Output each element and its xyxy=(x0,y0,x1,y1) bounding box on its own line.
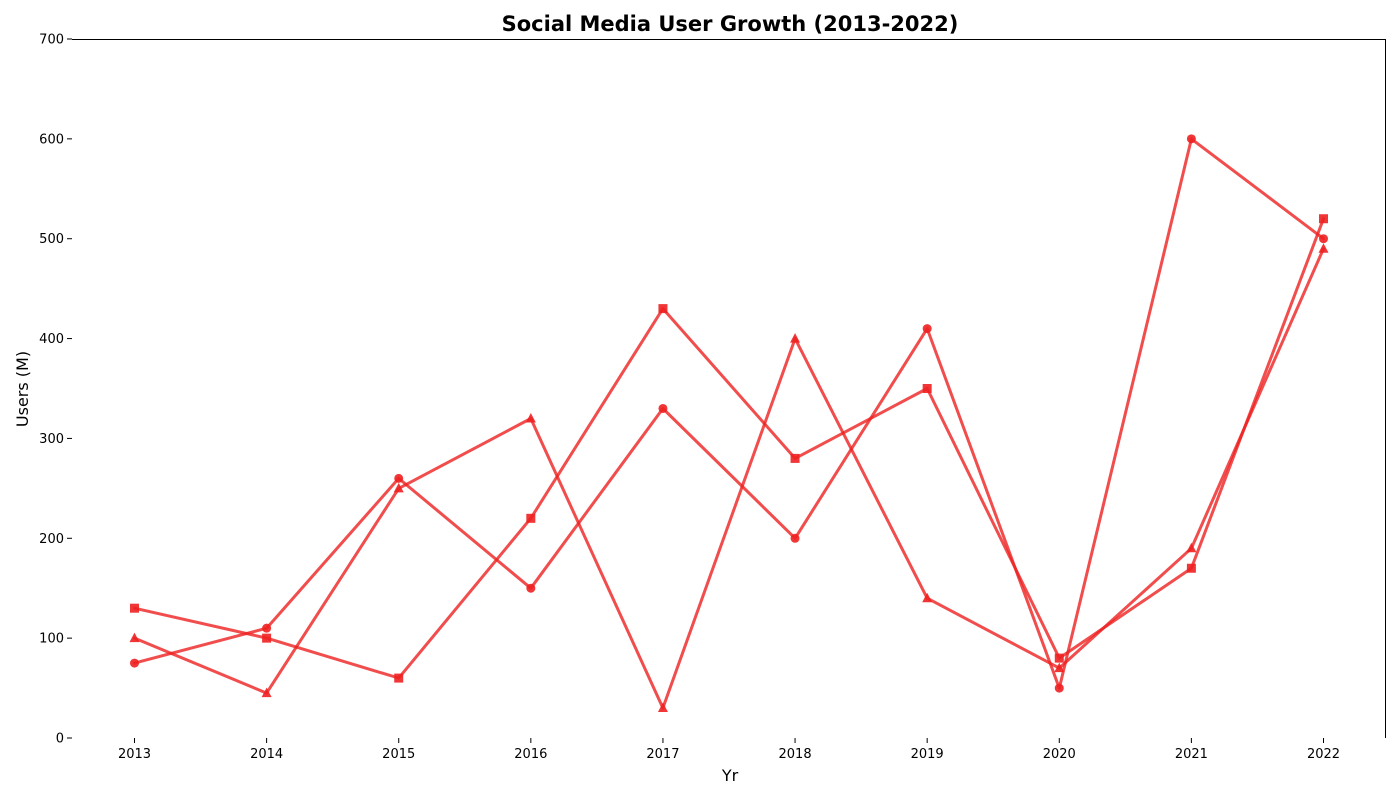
y-axis-ticks: 0 100 200 300 400 500 600 700 xyxy=(39,33,72,747)
data-point-square xyxy=(922,384,932,393)
data-point-circle xyxy=(1186,134,1196,144)
x-tick-label: 2015 xyxy=(382,747,415,762)
data-point-circle xyxy=(658,403,668,413)
data-point-circle xyxy=(130,658,139,668)
y-tick-label: 500 xyxy=(39,232,64,247)
data-point-triangle xyxy=(1186,542,1197,553)
series-2 xyxy=(130,214,1328,683)
data-point-square xyxy=(790,453,800,463)
data-point-square xyxy=(1319,214,1328,224)
axes xyxy=(72,39,1386,738)
data-point-triangle xyxy=(922,592,933,603)
data-point-circle xyxy=(526,583,536,593)
data-point-square xyxy=(1054,653,1064,663)
x-axis-ticks: 2013 2014 2015 2016 2017 2018 2019 2020 2021 2022 xyxy=(118,738,1340,762)
data-point-circle xyxy=(262,623,272,633)
x-tick-label: 2014 xyxy=(250,747,283,762)
data-point-triangle xyxy=(129,632,140,643)
data-point-triangle xyxy=(657,702,668,713)
data-point-circle xyxy=(1054,683,1064,693)
data-point-square xyxy=(658,304,668,314)
y-tick-label: 600 xyxy=(39,132,64,147)
series-2-line xyxy=(133,217,1325,680)
data-point-square xyxy=(1186,563,1196,573)
data-point-circle xyxy=(1319,234,1328,244)
data-point-triangle xyxy=(261,687,272,698)
data-point-square xyxy=(130,603,139,613)
x-tick-label: 2019 xyxy=(911,747,944,762)
data-point-circle xyxy=(790,533,800,543)
data-point-square xyxy=(394,673,404,683)
data-point-circle xyxy=(922,324,932,334)
y-tick-label: 700 xyxy=(39,33,64,48)
series-3 xyxy=(129,243,1329,713)
series-1-line xyxy=(133,137,1325,690)
data-point-square xyxy=(262,633,272,643)
y-tick-label: 0 xyxy=(56,732,64,747)
series-3-line xyxy=(133,247,1325,710)
x-tick-label: 2017 xyxy=(646,747,679,762)
data-point-square xyxy=(526,513,536,523)
chart-title: Social Media User Growth (2013-2022) xyxy=(502,12,959,36)
series-1 xyxy=(130,134,1328,693)
x-tick-label: 2016 xyxy=(514,747,547,762)
x-tick-label: 2022 xyxy=(1307,747,1340,762)
y-tick-label: 400 xyxy=(39,332,64,347)
y-tick-label: 300 xyxy=(39,432,64,447)
data-point-circle xyxy=(394,473,404,483)
x-tick-label: 2020 xyxy=(1043,747,1076,762)
data-point-triangle xyxy=(393,482,404,493)
data-point-triangle xyxy=(525,412,536,423)
data-point-triangle xyxy=(1054,662,1065,673)
x-axis-label: Yr xyxy=(721,766,739,785)
x-tick-label: 2013 xyxy=(118,747,151,762)
y-axis-label: Users (M) xyxy=(13,351,32,427)
y-tick-label: 100 xyxy=(39,632,64,647)
y-tick-label: 200 xyxy=(39,532,64,547)
x-tick-label: 2018 xyxy=(779,747,812,762)
data-point-triangle xyxy=(1318,243,1329,253)
data-point-triangle xyxy=(790,333,801,343)
series-layer xyxy=(129,134,1329,713)
x-tick-label: 2021 xyxy=(1175,747,1208,762)
